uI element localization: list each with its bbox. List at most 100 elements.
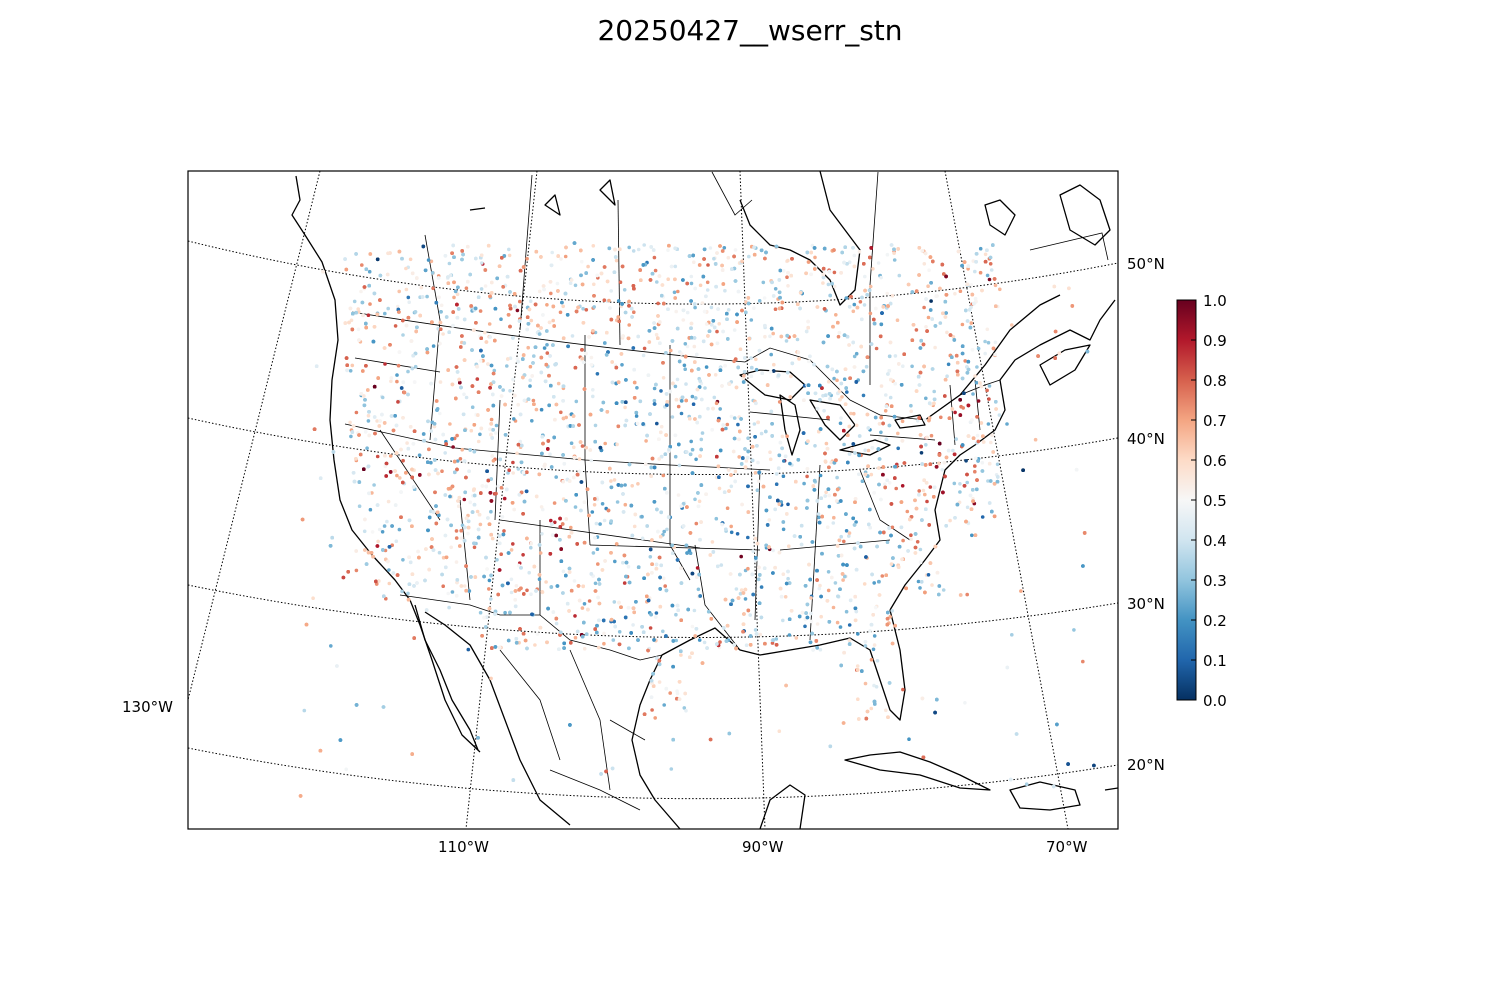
station-dot <box>677 463 682 468</box>
station-dot <box>743 447 747 451</box>
station-dot <box>503 433 508 437</box>
station-dot <box>781 618 785 623</box>
station-dot <box>449 523 453 528</box>
station-dot <box>830 367 835 372</box>
station-dot <box>561 304 565 309</box>
station-dot <box>916 579 921 584</box>
station-dot <box>943 377 948 382</box>
station-dot <box>487 322 492 326</box>
station-dot <box>687 548 692 553</box>
station-dot <box>965 480 969 485</box>
station-dot <box>872 581 876 585</box>
station-dot <box>872 634 877 638</box>
station-dot <box>693 305 697 310</box>
station-dot <box>681 318 686 322</box>
station-dot <box>509 590 514 595</box>
station-dot <box>973 296 978 301</box>
station-dot <box>612 600 617 604</box>
station-dot <box>826 379 831 384</box>
station-dot <box>688 551 693 555</box>
station-dot <box>448 422 452 426</box>
station-dot <box>824 441 829 446</box>
station-dot <box>446 591 451 596</box>
station-dot <box>400 589 404 594</box>
station-dot <box>843 574 847 579</box>
station-dot <box>483 330 487 335</box>
station-dot <box>573 635 578 640</box>
station-dot <box>452 295 456 300</box>
station-dot <box>632 380 637 385</box>
station-dot <box>752 252 757 257</box>
station-dot <box>679 504 683 508</box>
station-dot <box>568 281 573 286</box>
station-dot <box>584 445 589 450</box>
station-dot <box>451 243 456 248</box>
station-dot <box>624 560 629 565</box>
station-dot <box>407 300 412 305</box>
station-dot <box>505 487 509 492</box>
station-dot <box>466 531 470 536</box>
station-dot <box>343 257 347 261</box>
station-dot <box>472 502 477 507</box>
station-dot <box>1010 323 1014 327</box>
station-dot <box>768 495 772 500</box>
station-dot <box>821 393 825 398</box>
station-dot <box>778 295 782 300</box>
station-dot <box>587 335 591 339</box>
station-dot <box>924 507 928 512</box>
station-dot <box>701 274 706 279</box>
station-dot <box>753 471 758 475</box>
station-dot <box>446 368 451 372</box>
station-dot <box>627 580 632 585</box>
station-dot <box>693 634 697 638</box>
station-dot <box>386 306 391 311</box>
station-dot <box>627 323 631 327</box>
station-dot <box>617 642 622 647</box>
station-dot <box>901 538 905 543</box>
station-dot <box>617 600 621 605</box>
hispaniola <box>1009 781 1081 811</box>
station-dot <box>668 691 672 695</box>
station-dot <box>404 266 408 271</box>
station-dot <box>364 321 368 326</box>
station-dot <box>868 255 872 260</box>
station-dot <box>767 518 772 522</box>
station-dot <box>569 525 573 530</box>
station-dot <box>657 662 662 667</box>
station-dot <box>750 444 755 449</box>
station-dot <box>601 400 606 405</box>
station-dot <box>389 379 393 384</box>
station-dot <box>690 447 695 452</box>
station-dot <box>896 431 900 436</box>
station-dot <box>857 434 862 438</box>
station-dot <box>864 716 869 721</box>
station-dot <box>609 479 613 483</box>
station-dot <box>987 397 991 401</box>
station-dot <box>739 588 744 592</box>
station-dot <box>401 480 405 485</box>
station-dot <box>754 357 758 362</box>
station-dot <box>662 703 666 707</box>
parallel-30n <box>188 584 1118 638</box>
station-dot <box>1005 422 1009 426</box>
station-dot <box>852 253 857 258</box>
station-dot <box>1051 784 1056 789</box>
station-dot <box>769 352 773 357</box>
station-dot <box>983 339 987 344</box>
station-dot <box>499 317 503 322</box>
station-dot <box>554 475 558 479</box>
station-dot <box>482 574 486 579</box>
station-dot <box>507 253 512 258</box>
station-dot <box>707 373 711 377</box>
station-dot <box>762 566 767 570</box>
station-dot <box>918 346 923 350</box>
station-dot <box>892 414 897 419</box>
station-dot <box>455 433 459 438</box>
station-dot <box>958 289 963 294</box>
station-dot <box>360 263 364 267</box>
station-dot <box>427 447 431 452</box>
station-dot <box>530 419 534 423</box>
station-dot <box>395 379 399 384</box>
station-dot <box>549 518 553 523</box>
station-dot <box>516 442 521 447</box>
